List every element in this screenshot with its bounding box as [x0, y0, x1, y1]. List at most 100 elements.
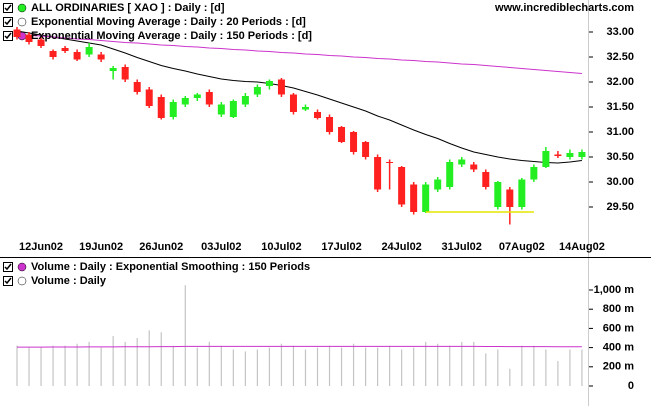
x-tick-label: 31Jul02	[442, 241, 482, 253]
candle-body	[265, 81, 273, 86]
volume-bar	[76, 343, 78, 386]
candle-body	[157, 97, 165, 118]
volume-bar	[413, 347, 415, 386]
volume-bar	[461, 341, 463, 386]
candle-body	[229, 101, 237, 117]
moving-average	[16, 30, 582, 164]
volume-bar	[88, 341, 90, 386]
y-tick-label: 1,000 m	[594, 284, 635, 296]
y-tick-label: 800 m	[603, 303, 634, 315]
x-tick-label: 07Aug02	[499, 241, 545, 253]
volume-bar	[268, 347, 271, 386]
candle-body	[350, 132, 358, 152]
candle-body	[578, 152, 586, 157]
volume-bar	[425, 341, 427, 386]
volume-bar	[401, 349, 403, 386]
candle-body	[25, 34, 33, 42]
volume-bar	[196, 347, 198, 386]
candle-body	[277, 79, 285, 95]
volume-bar	[28, 347, 30, 386]
volume-bar	[316, 347, 319, 386]
candle-body	[133, 82, 141, 92]
volume-bar	[569, 349, 571, 386]
candle-body	[253, 87, 261, 95]
candle-body	[518, 179, 526, 207]
candle-body	[338, 127, 346, 142]
candle-body	[85, 47, 93, 55]
candle-body	[470, 164, 478, 170]
volume-bar	[124, 341, 126, 386]
volume-bar	[497, 349, 499, 386]
x-tick-label: 17Jul02	[321, 241, 361, 253]
candle-body	[446, 162, 454, 187]
candle-body	[386, 162, 394, 163]
x-tick-label: 19Jun02	[79, 241, 123, 253]
volume-bar	[232, 349, 234, 386]
candle-body	[289, 94, 297, 112]
candle-body	[241, 96, 249, 105]
x-tick-label: 12Jun02	[19, 241, 63, 253]
candle-body	[205, 92, 213, 105]
candle-body	[61, 48, 69, 51]
candle-body	[494, 182, 502, 207]
volume-bar	[160, 332, 162, 386]
volume-bar	[40, 347, 42, 386]
candle-body	[326, 117, 334, 132]
candle-body	[422, 184, 430, 212]
volume-bar	[485, 353, 487, 386]
volume-bar	[545, 349, 547, 386]
candle-body	[109, 68, 117, 71]
volume-bar	[377, 347, 379, 386]
volume-bar	[581, 349, 583, 386]
candle-body	[97, 54, 105, 60]
candle-body	[37, 39, 45, 46]
candle-body	[301, 107, 309, 110]
volume-bar	[449, 345, 451, 386]
volume-bar	[244, 351, 246, 386]
volume-bar	[64, 345, 66, 386]
x-tick-label: 10Jul02	[261, 241, 301, 253]
candle-body	[145, 89, 153, 106]
y-tick-label: 0	[628, 380, 634, 392]
candle-body	[169, 102, 177, 117]
candle-body	[398, 167, 406, 205]
volume-bar	[389, 345, 391, 386]
volume-bar	[521, 345, 523, 386]
legend-entry: Volume : Daily	[31, 275, 107, 287]
candle-body	[506, 189, 514, 207]
x-tick-label: 24Jul02	[381, 241, 421, 253]
candle-body	[374, 157, 382, 190]
x-tick-label: 14Aug02	[559, 241, 605, 253]
volume-bar	[304, 349, 307, 386]
volume-bar	[52, 345, 54, 386]
volume-bar	[340, 347, 343, 386]
volume-bar	[364, 347, 367, 386]
y-tick-label: 32.50	[606, 51, 634, 63]
candle-body	[193, 94, 201, 98]
volume-bar	[256, 349, 258, 386]
volume-bar	[352, 343, 355, 386]
volume-bar	[533, 345, 535, 386]
legend-entry: ALL ORDINARIES [ XAO ] : Daily : [d]	[31, 2, 225, 14]
volume-bar	[136, 338, 138, 386]
y-tick-label: 30.50	[606, 151, 634, 163]
y-tick-label: 31.00	[606, 126, 634, 138]
volume-bar	[292, 345, 295, 386]
volume-bar	[328, 345, 331, 386]
candle-body	[566, 153, 574, 157]
candle-body	[314, 112, 321, 118]
volume-bar	[100, 347, 102, 386]
volume-bar	[280, 343, 283, 386]
volume-bar	[184, 285, 186, 386]
candle-body	[73, 52, 81, 60]
moving-average	[16, 34, 582, 74]
volume-bar	[148, 330, 150, 386]
y-tick-label: 30.00	[606, 176, 634, 188]
source: www.incrediblecharts.com	[494, 2, 634, 14]
volume-bar	[112, 336, 114, 386]
volume-bar	[509, 368, 511, 386]
legend-entry: Exponential Moving Average : Daily : 150…	[31, 30, 312, 42]
candle-body	[362, 142, 370, 157]
